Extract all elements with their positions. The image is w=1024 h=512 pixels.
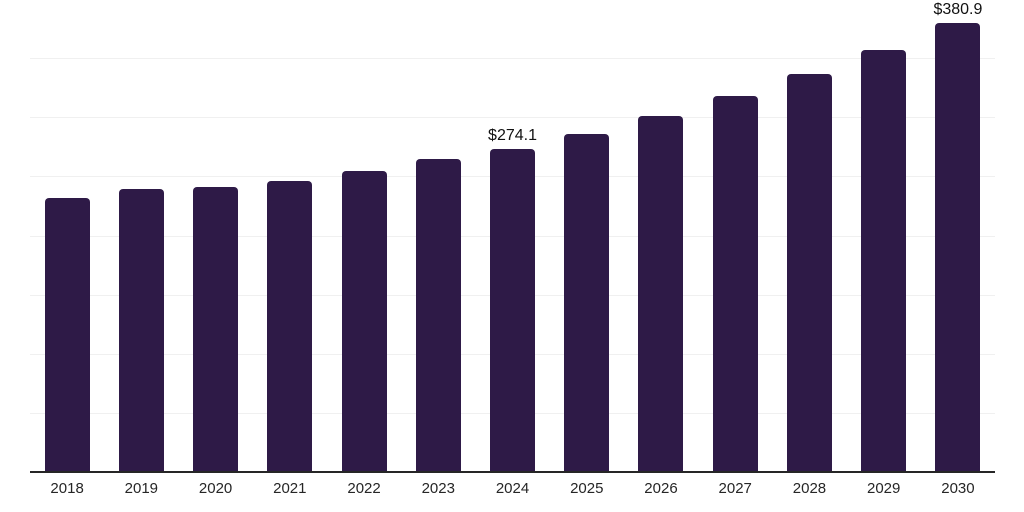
x-tick-2025: 2025 — [570, 480, 604, 497]
x-tick-2029: 2029 — [867, 480, 901, 497]
x-tick-2030: 2030 — [941, 480, 975, 497]
gridline-300 — [30, 117, 995, 119]
bar-2029 — [861, 49, 907, 473]
x-axis-labels: 2018 2019 2020 2021 2022 2023 2024 2025 2026 2027… — [30, 479, 995, 498]
bar-2020 — [193, 187, 239, 473]
bar-2023 — [415, 158, 461, 473]
bar-slot-2019 — [104, 0, 178, 473]
bar-series: $274.1 $380.9 — [30, 0, 995, 473]
bar-slot-2028 — [772, 0, 846, 473]
bar-slot-2024: $274.1 — [475, 0, 549, 473]
x-tick-2028: 2028 — [792, 480, 827, 497]
bar-slot-2025 — [550, 0, 624, 473]
bar-slot-2018 — [30, 0, 104, 473]
bar-2025 — [564, 133, 610, 473]
bar-slot-2022 — [327, 0, 401, 473]
bar-slot-2030: $380.9 — [921, 0, 995, 473]
bar-2026 — [638, 115, 684, 473]
bar-slot-2020 — [178, 0, 252, 473]
bar-2018 — [44, 198, 90, 473]
x-tick-2026: 2026 — [644, 480, 678, 497]
plot-area: $274.1 $380.9 — [30, 0, 995, 473]
value-label-2030: $380.9 — [933, 0, 983, 18]
x-tick-2023: 2023 — [421, 480, 455, 497]
bar-2019 — [118, 189, 164, 473]
x-tick-2024: 2024 — [495, 480, 530, 497]
x-axis-line — [30, 471, 995, 473]
bar-2030: $380.9 — [933, 1, 982, 473]
x-tick-2019: 2019 — [124, 480, 159, 497]
value-label-2024: $274.1 — [488, 126, 537, 144]
bar-slot-2021 — [253, 0, 327, 473]
x-tick-2027: 2027 — [718, 480, 752, 497]
bar-slot-2027 — [698, 0, 772, 473]
bar-2022 — [341, 170, 387, 473]
x-tick-2021: 2021 — [273, 480, 307, 497]
gridline-350 — [30, 58, 995, 60]
bar-2021 — [267, 180, 313, 473]
bar-2027 — [712, 96, 758, 473]
x-tick-2022: 2022 — [347, 480, 381, 497]
bar-slot-2029 — [847, 0, 921, 473]
bar-slot-2023 — [401, 0, 475, 473]
bar-slot-2026 — [624, 0, 698, 473]
bar-2028 — [786, 73, 832, 473]
x-tick-2018: 2018 — [50, 480, 84, 497]
bar-2024: $274.1 — [488, 127, 537, 473]
x-tick-2020: 2020 — [198, 480, 233, 497]
